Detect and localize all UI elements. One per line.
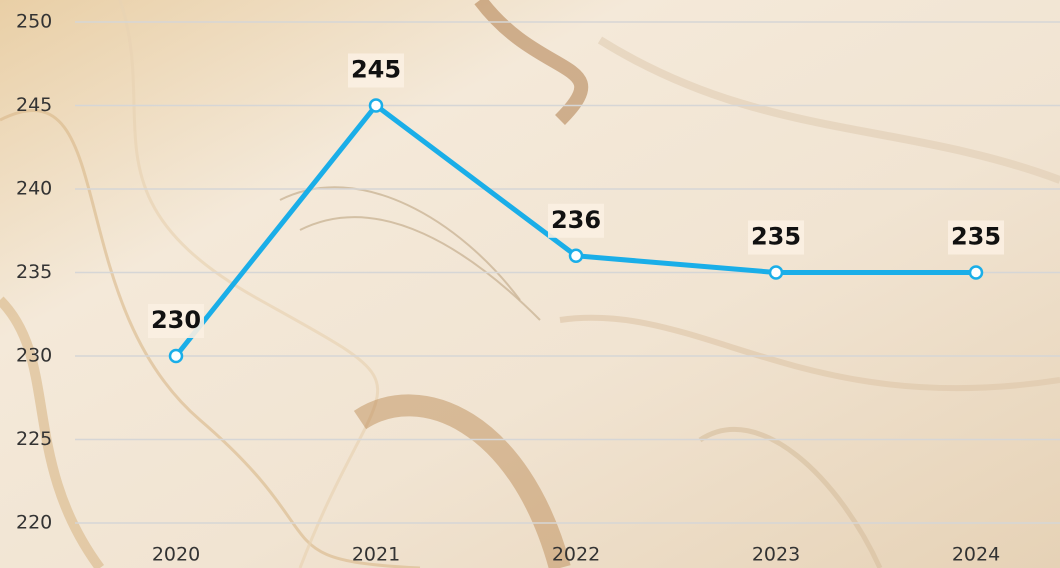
data-label: 236 bbox=[551, 206, 601, 234]
marker bbox=[170, 350, 182, 362]
y-tick-label: 245 bbox=[16, 94, 52, 116]
x-tick-label: 2022 bbox=[552, 544, 600, 566]
y-tick-label: 250 bbox=[16, 11, 52, 33]
data-label: 235 bbox=[751, 223, 801, 251]
x-tick-label: 2023 bbox=[752, 544, 800, 566]
marker bbox=[570, 250, 582, 262]
marker bbox=[770, 267, 782, 279]
page: 220 225 230 235 240 245 250 2020 2021 2022 2023 202… bbox=[0, 0, 1060, 568]
y-tick-label: 240 bbox=[16, 178, 52, 200]
marker bbox=[370, 100, 382, 112]
x-tick-label: 2021 bbox=[352, 544, 400, 566]
x-tick-label: 2024 bbox=[952, 544, 1000, 566]
marker bbox=[970, 267, 982, 279]
y-tick-label: 235 bbox=[16, 261, 52, 283]
data-label: 245 bbox=[351, 56, 401, 84]
data-label: 235 bbox=[951, 223, 1001, 251]
x-tick-label: 2020 bbox=[152, 544, 200, 566]
y-tick-label: 230 bbox=[16, 345, 52, 367]
y-tick-label: 220 bbox=[16, 512, 52, 534]
data-label: 230 bbox=[151, 306, 201, 334]
chart: 220 225 230 235 240 245 250 2020 2021 2022 2023 202… bbox=[0, 0, 1060, 568]
y-tick-label: 225 bbox=[16, 428, 52, 450]
